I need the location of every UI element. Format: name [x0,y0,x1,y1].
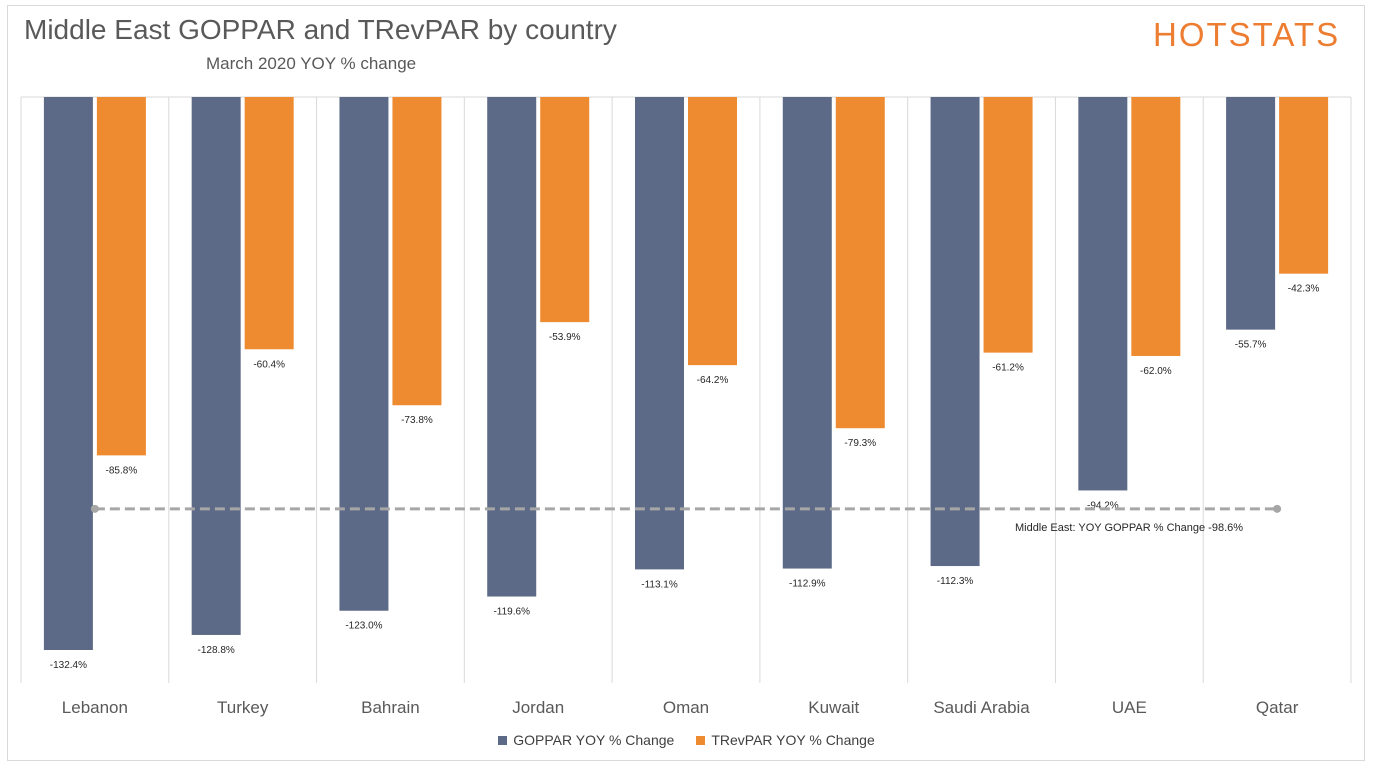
bar-goppar-oman [635,97,684,570]
legend-item-goppar: GOPPAR YOY % Change [498,732,674,748]
data-label-trevpar: -60.4% [253,359,285,370]
legend-label-goppar: GOPPAR YOY % Change [513,732,675,748]
hotstats-logo: HOTSTATS [1153,16,1341,53]
x-tick-label: Lebanon [62,698,128,717]
chart-subtitle: March 2020 YOY % change [206,54,417,73]
data-label-goppar: -113.1% [641,579,678,590]
data-label-trevpar: -73.8% [401,415,433,426]
data-label-goppar: -112.9% [789,579,826,590]
bar-trevpar-kuwait [835,97,885,429]
data-label-goppar: -132.4% [50,660,87,671]
benchmark-marker-end [1273,504,1282,513]
legend-item-trevpar: TRevPAR YOY % Change [696,732,875,748]
x-tick-label: Turkey [217,698,269,717]
bar-goppar-bahrain [339,97,389,611]
bar-goppar-qatar [1226,97,1276,330]
x-tick-label: Saudi Arabia [933,698,1030,717]
bar-trevpar-uae [1131,97,1181,356]
bar-goppar-saudi-arabia [930,97,980,567]
x-tick-label: UAE [1112,698,1147,717]
legend: GOPPAR YOY % Change TRevPAR YOY % Change [0,732,1373,748]
bar-goppar-kuwait [782,97,832,569]
bar-goppar-lebanon [43,97,93,650]
legend-swatch-trevpar [696,735,706,745]
bar-trevpar-saudi-arabia [983,97,1033,353]
x-tick-label: Bahrain [361,698,420,717]
x-tick-label: Qatar [1256,698,1299,717]
data-label-trevpar: -42.3% [1288,284,1320,295]
data-label-goppar: -112.3% [937,576,974,587]
benchmark-marker-start [90,504,99,513]
data-label-goppar: -94.2% [1087,500,1119,511]
bar-trevpar-lebanon [96,97,146,456]
bar-trevpar-turkey [244,97,294,350]
bar-goppar-turkey [191,97,241,635]
bar-trevpar-oman [688,97,737,366]
bar-trevpar-jordan [540,97,590,323]
bar-trevpar-bahrain [392,97,442,406]
chart-title: Middle East GOPPAR and TRevPAR by countr… [24,14,617,45]
bar-trevpar-qatar [1279,97,1329,274]
data-label-goppar: -119.6% [493,607,530,618]
data-label-trevpar: -64.2% [697,375,729,386]
data-label-trevpar: -53.9% [549,332,581,343]
legend-label-trevpar: TRevPAR YOY % Change [711,732,875,748]
x-tick-label: Kuwait [808,698,859,717]
x-tick-label: Oman [663,698,709,717]
data-label-goppar: -123.0% [345,621,382,632]
data-label-trevpar: -61.2% [992,363,1024,374]
legend-swatch-goppar [498,735,508,745]
data-label-trevpar: -62.0% [1140,366,1172,377]
data-label-trevpar: -79.3% [844,438,876,449]
bar-goppar-jordan [487,97,537,597]
data-label-trevpar: -85.8% [106,465,138,476]
x-tick-label: Jordan [512,698,564,717]
benchmark-label: Middle East: YOY GOPPAR % Change -98.6% [1015,522,1243,534]
data-label-goppar: -128.8% [198,645,235,656]
bar-goppar-uae [1078,97,1128,491]
data-label-goppar: -55.7% [1235,340,1267,351]
